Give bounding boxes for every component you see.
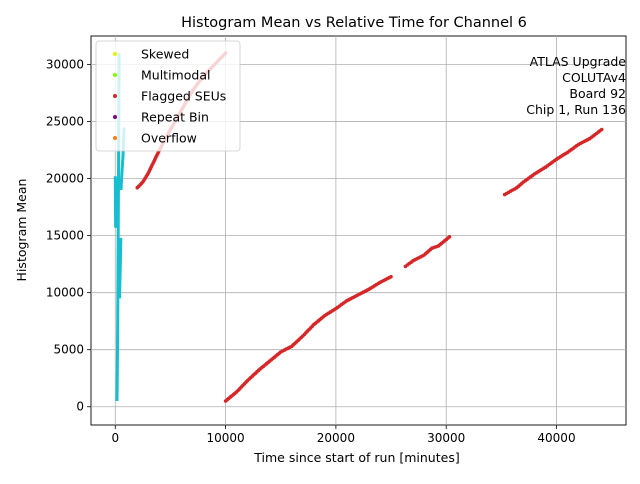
y-tick-label: 25000 bbox=[46, 115, 84, 129]
series-line bbox=[118, 237, 123, 299]
data-point bbox=[389, 274, 393, 279]
x-tick-label: 10000 bbox=[206, 431, 244, 445]
y-axis-label: Histogram Mean bbox=[14, 179, 29, 282]
axis-ticks: 0 10000 20000 30000 40000 0 5000 10000 15000 2000… bbox=[46, 58, 576, 445]
x-tick-label: 30000 bbox=[427, 431, 465, 445]
legend-marker bbox=[113, 94, 117, 98]
x-axis-label: Time since start of run [minutes] bbox=[253, 450, 459, 465]
annotation-line: ATLAS Upgrade bbox=[530, 54, 627, 69]
x-tick-label: 20000 bbox=[317, 431, 355, 445]
annotation-line: Board 92 bbox=[569, 86, 626, 101]
legend-marker bbox=[113, 136, 117, 140]
y-tick-label: 20000 bbox=[46, 172, 84, 186]
series-line bbox=[113, 176, 119, 228]
legend-label: Repeat Bin bbox=[141, 110, 209, 125]
legend-marker bbox=[113, 115, 117, 119]
legend-label: Skewed bbox=[141, 47, 189, 62]
plot-area bbox=[90, 35, 627, 426]
legend-label: Multimodal bbox=[141, 68, 210, 83]
annotation-line: COLUTAv4 bbox=[562, 70, 626, 85]
x-tick-label: 40000 bbox=[537, 431, 575, 445]
legend-marker bbox=[113, 73, 117, 77]
data-point bbox=[447, 235, 452, 239]
legend: Skewed Multimodal Flagged SEUs Repeat Bin Ov… bbox=[95, 40, 241, 152]
y-tick-label: 0 bbox=[76, 400, 84, 414]
y-tick-label: 15000 bbox=[46, 229, 84, 243]
data-point bbox=[599, 127, 604, 132]
legend-label: Flagged SEUs bbox=[141, 89, 226, 104]
annotation-line: Chip 1, Run 136 bbox=[526, 102, 626, 117]
y-tick-label: 5000 bbox=[53, 343, 84, 357]
legend-marker bbox=[113, 52, 117, 56]
x-tick-label: 0 bbox=[111, 431, 119, 445]
legend-box bbox=[95, 40, 241, 152]
chart-title: Histogram Mean vs Relative Time for Chan… bbox=[181, 15, 527, 31]
y-tick-label: 10000 bbox=[46, 286, 84, 300]
legend-label: Overflow bbox=[141, 131, 197, 146]
y-tick-label: 30000 bbox=[46, 58, 84, 72]
